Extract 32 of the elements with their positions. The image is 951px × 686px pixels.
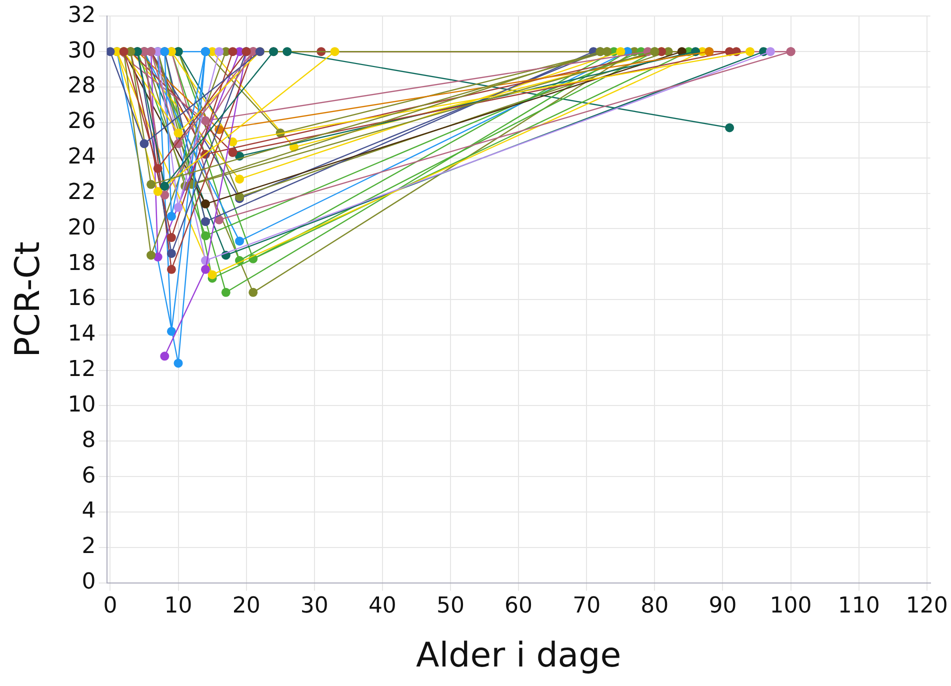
- y-tick-label: 30: [68, 38, 96, 64]
- y-tick-label: 16: [68, 286, 96, 312]
- y-tick-label: 8: [82, 428, 96, 453]
- y-tick-label: 10: [68, 392, 96, 418]
- x-tick-label: 20: [232, 594, 260, 619]
- y-tick-label: 12: [68, 357, 96, 382]
- y-tick-label: 14: [68, 322, 96, 347]
- y-tick-label: 4: [82, 498, 96, 524]
- x-tick-label: 90: [708, 594, 737, 619]
- y-tick-label: 28: [68, 74, 96, 99]
- y-tick-label: 20: [68, 215, 96, 240]
- y-tick-label: 2: [82, 534, 96, 560]
- x-tick-label: 40: [368, 594, 396, 619]
- x-tick-label: 60: [504, 594, 533, 619]
- x-tick-label: 50: [436, 594, 464, 619]
- x-tick-label: 100: [770, 594, 812, 619]
- y-tick-label: 22: [68, 180, 96, 205]
- y-axis-title: PCR-Ct: [8, 242, 48, 358]
- x-tick-label: 30: [300, 594, 328, 619]
- x-tick-label: 80: [640, 594, 669, 619]
- y-tick-label: 26: [68, 109, 96, 134]
- y-tick-label: 24: [68, 144, 96, 170]
- x-tick-label: 10: [164, 594, 192, 619]
- x-tick-label: 70: [572, 594, 601, 619]
- x-tick-label: 120: [906, 594, 948, 619]
- y-tick-label: 6: [82, 463, 96, 488]
- x-axis-title: Alder i dage: [416, 635, 622, 676]
- y-tick-label: 0: [82, 570, 96, 595]
- y-tick-label: 32: [68, 2, 96, 28]
- y-tick-label: 18: [68, 250, 96, 276]
- x-tick-label: 110: [838, 594, 880, 619]
- x-tick-label: 0: [103, 594, 118, 619]
